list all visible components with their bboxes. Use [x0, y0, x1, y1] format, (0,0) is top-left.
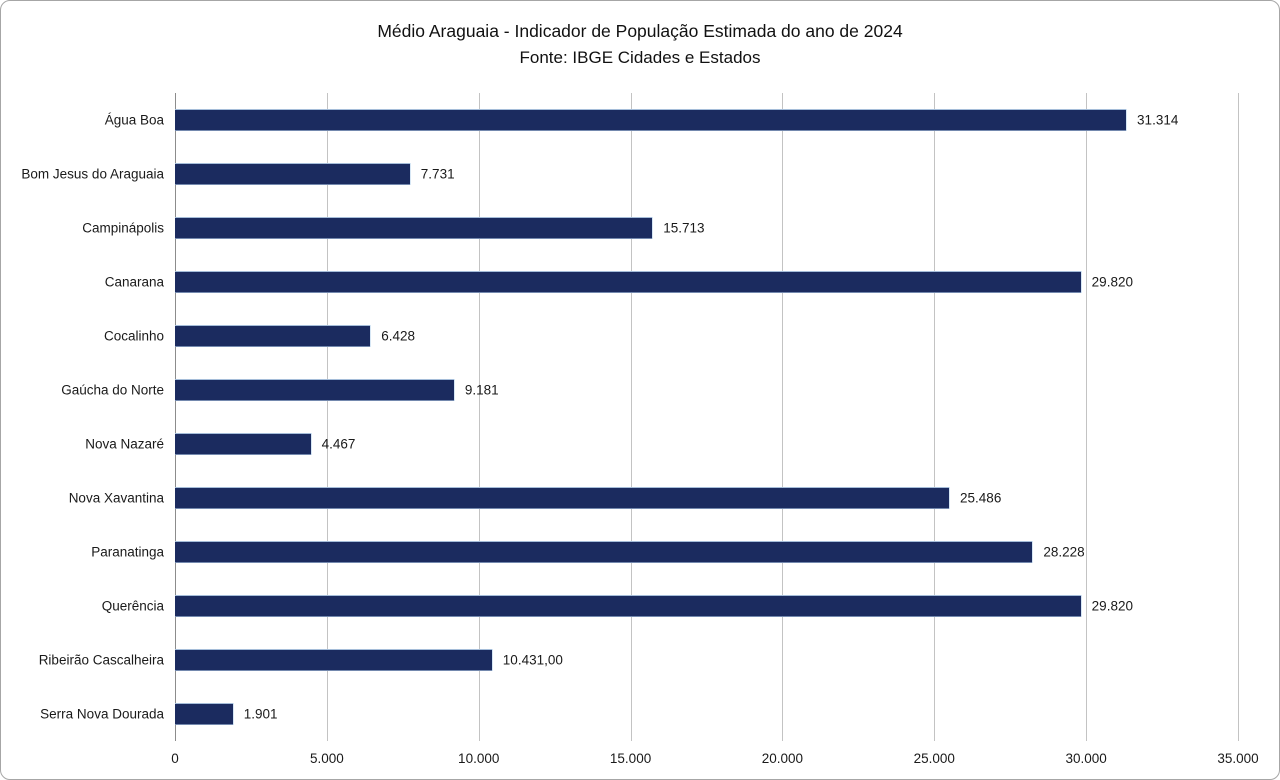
chart-title: Médio Araguaia - Indicador de População …	[377, 21, 903, 41]
bar	[175, 109, 1127, 131]
category-label: Canarana	[104, 274, 164, 290]
y-axis-line	[175, 93, 176, 741]
category-label: Ribeirão Cascalheira	[38, 652, 164, 668]
bar-value-label: 1.901	[243, 706, 278, 722]
category-label: Serra Nova Dourada	[40, 706, 164, 722]
category-label: Cocalinho	[103, 328, 164, 344]
bar-value-label: 6.428	[381, 328, 416, 344]
gridline	[478, 93, 480, 741]
bar-value-label: 9.181	[464, 382, 499, 398]
bar-value-label: 31.314	[1137, 112, 1179, 128]
x-tick-label: 0	[171, 751, 179, 766]
bar	[175, 595, 1081, 617]
bar-value-label: 10.431,00	[502, 652, 563, 668]
bar-value-label: 4.467	[321, 436, 356, 452]
category-label: Bom Jesus do Araguaia	[21, 166, 164, 182]
bar	[175, 271, 1081, 293]
gridline	[1086, 93, 1088, 741]
bar-value-label: 25.486	[960, 490, 1002, 506]
bar-value-label: 15.713	[663, 220, 705, 236]
category-label: Paranatinga	[91, 544, 164, 560]
bar	[175, 703, 233, 725]
x-tick-label: 20.000	[761, 751, 804, 766]
bar	[175, 433, 311, 455]
bar-value-label: 29.820	[1091, 598, 1133, 614]
x-tick-label: 5.000	[309, 751, 344, 766]
bar	[175, 325, 371, 347]
category-label: Nova Nazaré	[85, 436, 164, 452]
x-tick-label: 35.000	[1217, 751, 1259, 766]
bar	[175, 379, 454, 401]
x-tick-label: 15.000	[609, 751, 652, 766]
gridline	[630, 93, 632, 741]
bar	[175, 541, 1033, 563]
bar-value-label: 29.820	[1091, 274, 1133, 290]
bar	[175, 163, 410, 185]
gridline	[934, 93, 936, 741]
x-tick-label: 10.000	[458, 751, 500, 766]
x-tick-label: 30.000	[1065, 751, 1107, 766]
category-label: Nova Xavantina	[68, 490, 164, 506]
category-label: Gaúcha do Norte	[61, 382, 164, 398]
bar-value-label: 28.228	[1043, 544, 1085, 560]
plot-area: 31.314 7.731 15.713 29.820 6.428 9.181 4.467 25…	[175, 93, 1239, 741]
title-block: Médio Araguaia - Indicador de População …	[1, 17, 1279, 71]
bar-value-label: 7.731	[420, 166, 455, 182]
category-label: Água Boa	[104, 112, 164, 128]
bar	[175, 487, 950, 509]
bar	[175, 217, 653, 239]
chart-subtitle: Fonte: IBGE Cidades e Estados	[519, 48, 761, 67]
gridline	[326, 93, 328, 741]
gridline	[782, 93, 784, 741]
bar	[175, 649, 492, 671]
category-label: Querência	[101, 598, 164, 614]
gridline	[1238, 93, 1239, 741]
x-tick-label: 25.000	[913, 751, 955, 766]
category-label: Campinápolis	[82, 220, 164, 236]
